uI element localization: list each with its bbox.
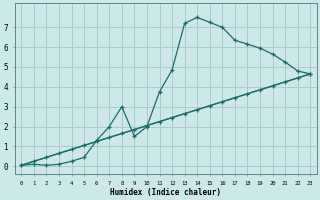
X-axis label: Humidex (Indice chaleur): Humidex (Indice chaleur): [110, 188, 221, 197]
